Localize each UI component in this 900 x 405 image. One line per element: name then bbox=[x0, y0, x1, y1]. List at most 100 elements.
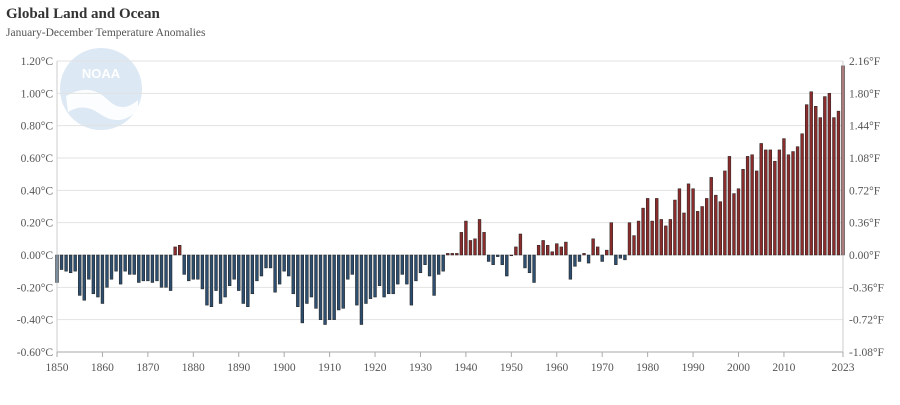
bar bbox=[373, 254, 377, 298]
bar bbox=[132, 254, 136, 275]
bar bbox=[814, 106, 818, 256]
bar bbox=[314, 254, 318, 309]
bar bbox=[405, 254, 409, 285]
bar bbox=[218, 254, 223, 304]
bar bbox=[187, 254, 191, 282]
bar bbox=[786, 154, 791, 256]
bar bbox=[105, 254, 109, 288]
bar bbox=[818, 117, 822, 256]
bar bbox=[827, 93, 832, 256]
bar bbox=[377, 254, 382, 286]
bar bbox=[464, 220, 468, 256]
bar bbox=[532, 254, 536, 283]
bar bbox=[436, 254, 441, 275]
bar bbox=[191, 254, 195, 280]
bar bbox=[700, 206, 704, 256]
bar bbox=[441, 254, 445, 272]
bar bbox=[78, 254, 82, 296]
x-axis: 1850 1860 1870 1880 1890 1900 1910 1920 1930 1940… bbox=[46, 362, 855, 374]
x-tick-label: 1990 bbox=[682, 362, 705, 374]
bar bbox=[423, 254, 427, 265]
bar bbox=[427, 254, 432, 277]
bar bbox=[237, 254, 241, 291]
bar bbox=[232, 254, 236, 280]
bar bbox=[168, 254, 173, 291]
bar bbox=[432, 254, 436, 296]
x-tick-label: 1910 bbox=[318, 362, 341, 374]
bar bbox=[686, 183, 691, 256]
bar bbox=[559, 246, 563, 256]
bar bbox=[209, 254, 214, 307]
bar bbox=[727, 156, 732, 256]
bar bbox=[282, 254, 286, 272]
bar bbox=[259, 254, 264, 277]
bar bbox=[227, 254, 232, 286]
bar bbox=[523, 254, 527, 269]
bar bbox=[718, 201, 722, 256]
bar bbox=[596, 246, 600, 256]
bar bbox=[477, 219, 482, 256]
y-tick-label-left: 0.60°C bbox=[21, 153, 54, 165]
bar bbox=[387, 254, 391, 295]
bar bbox=[327, 254, 332, 320]
bar bbox=[695, 211, 700, 256]
x-tick-label: 2023 bbox=[832, 362, 855, 374]
bar bbox=[418, 254, 423, 274]
bar bbox=[509, 254, 513, 257]
bar bbox=[782, 138, 786, 256]
bar bbox=[64, 254, 68, 272]
y-tick-label-right: 0.00°F bbox=[849, 250, 880, 262]
bar bbox=[255, 254, 259, 282]
bar bbox=[659, 219, 663, 256]
bar bbox=[618, 254, 623, 259]
bar bbox=[500, 254, 504, 265]
bar bbox=[164, 254, 168, 288]
bar bbox=[736, 188, 741, 256]
bar bbox=[141, 254, 145, 282]
bar bbox=[677, 188, 682, 256]
x-tick-label: 2000 bbox=[727, 362, 750, 374]
bar bbox=[491, 254, 495, 265]
bar bbox=[73, 254, 77, 272]
bar bbox=[246, 254, 250, 307]
bar bbox=[82, 254, 86, 301]
bar bbox=[200, 254, 205, 290]
bar bbox=[318, 254, 323, 320]
bar bbox=[291, 254, 295, 295]
bar bbox=[414, 254, 418, 282]
bar bbox=[277, 254, 282, 285]
bar bbox=[241, 254, 245, 304]
y-tick-label-left: 0.00°C bbox=[21, 250, 54, 262]
bar bbox=[555, 243, 559, 256]
bar bbox=[605, 249, 609, 256]
bar bbox=[641, 207, 645, 256]
bar bbox=[550, 251, 554, 256]
bar bbox=[273, 254, 277, 293]
x-tick-label: 1880 bbox=[182, 362, 205, 374]
y-axis-right: 2.16°F 1.80°F 1.44°F 1.08°F 0.72°F 0.36°F 0.00… bbox=[849, 56, 884, 359]
bar bbox=[128, 254, 132, 275]
x-tick-label: 1930 bbox=[409, 362, 432, 374]
bar bbox=[632, 235, 636, 256]
bar bbox=[777, 149, 782, 256]
bar bbox=[118, 254, 123, 285]
bar bbox=[573, 254, 577, 267]
bar bbox=[287, 254, 291, 277]
bar bbox=[764, 149, 768, 256]
bar bbox=[795, 146, 800, 256]
bar bbox=[100, 254, 105, 304]
bar bbox=[623, 254, 627, 261]
bar bbox=[391, 254, 395, 295]
bar bbox=[223, 254, 227, 298]
x-tick-label: 1920 bbox=[364, 362, 387, 374]
bar bbox=[505, 254, 509, 277]
bar bbox=[800, 133, 804, 256]
bar bbox=[577, 254, 582, 262]
bar bbox=[182, 254, 186, 275]
bar bbox=[514, 246, 518, 256]
bar bbox=[582, 253, 586, 256]
y-tick-label-right: -0.36°F bbox=[849, 282, 884, 294]
bar bbox=[178, 245, 182, 256]
y-tick-label-right: 0.36°F bbox=[849, 218, 880, 230]
bar bbox=[732, 193, 736, 256]
